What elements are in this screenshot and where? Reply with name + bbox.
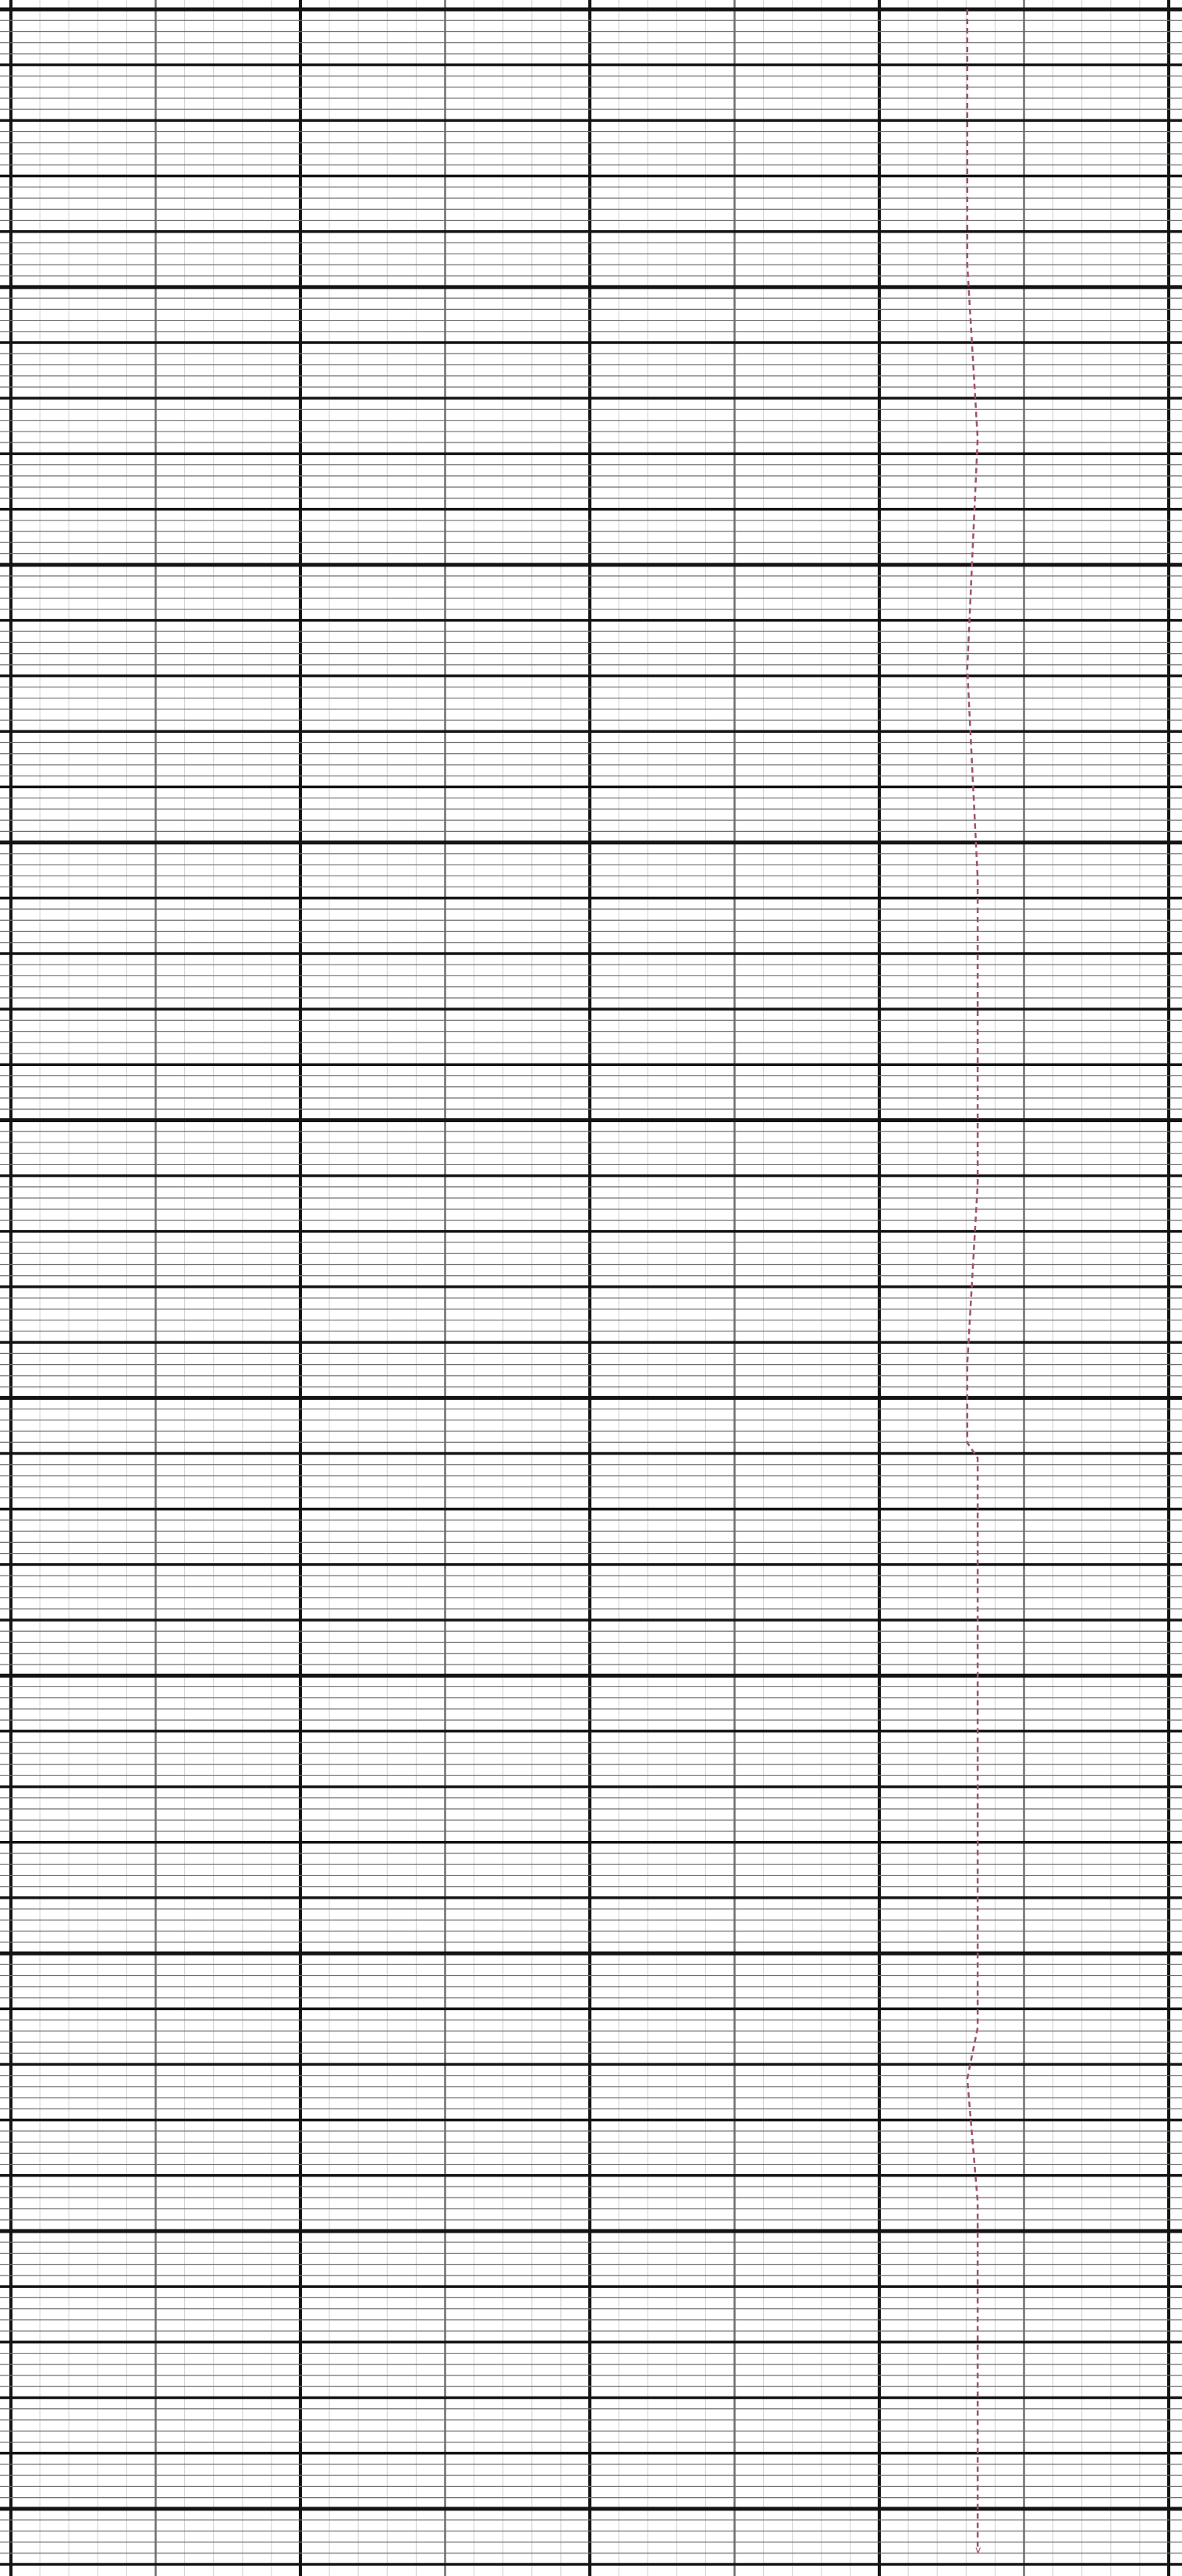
trace-line — [966, 9, 979, 2552]
trace-layer — [966, 9, 979, 2552]
pen-end-label: v — [975, 2545, 981, 2556]
